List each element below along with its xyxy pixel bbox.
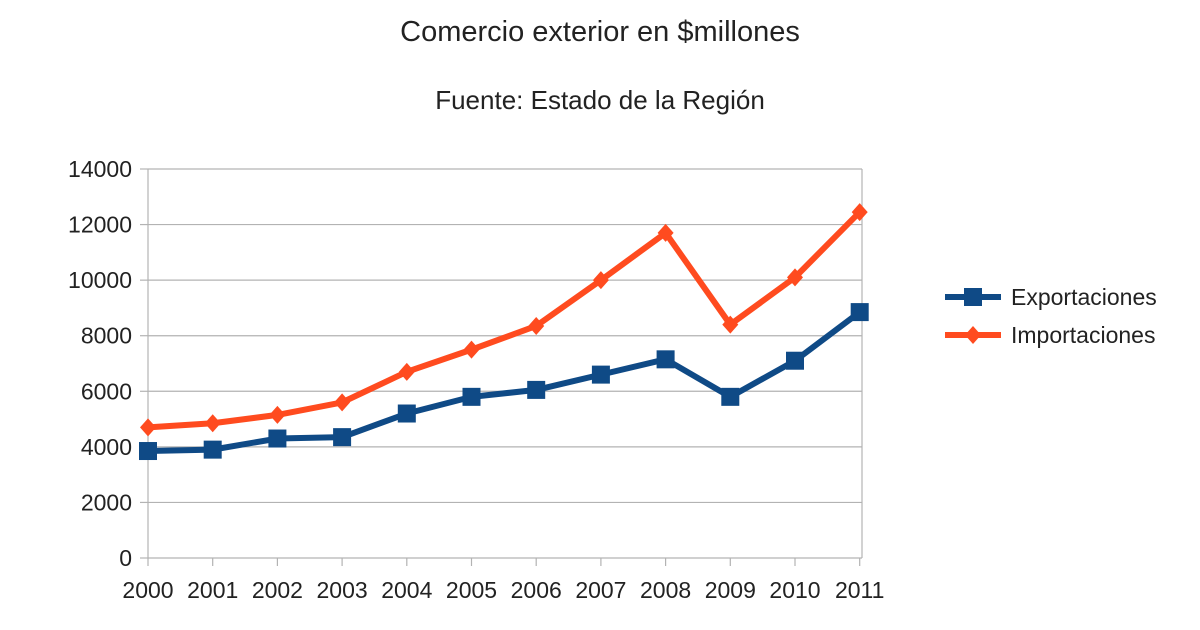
grid bbox=[148, 168, 862, 559]
x-tick-label-2007: 2007 bbox=[575, 577, 626, 603]
data-point-importaciones-2000 bbox=[140, 418, 156, 437]
y-tick-label-0: 0 bbox=[119, 545, 132, 571]
data-point-exportaciones-2011 bbox=[850, 303, 869, 322]
data-point-importaciones-2001 bbox=[204, 414, 221, 433]
axes: 0 2000 4000 6000 8000 10000 12000 14000 2000 2001… bbox=[68, 156, 884, 603]
series-lines bbox=[145, 209, 863, 455]
data-point-exportaciones-2002 bbox=[268, 429, 287, 448]
legend: Exportaciones Importaciones bbox=[945, 284, 1157, 348]
data-point-exportaciones-2008 bbox=[656, 350, 675, 369]
chart-title: Comercio exterior en $millones bbox=[400, 16, 800, 48]
x-tick-label-2008: 2008 bbox=[640, 577, 691, 603]
x-tick-label-2006: 2006 bbox=[511, 577, 562, 603]
legend-label-exportaciones: Exportaciones bbox=[1011, 284, 1157, 310]
y-tick-label-10000: 10000 bbox=[68, 267, 132, 293]
x-tick-label-2005: 2005 bbox=[446, 577, 497, 603]
data-point-exportaciones-2006 bbox=[527, 380, 546, 399]
legend-label-importaciones: Importaciones bbox=[1011, 322, 1155, 348]
x-tick-label-2001: 2001 bbox=[187, 577, 238, 603]
x-tick-label-2010: 2010 bbox=[769, 577, 820, 603]
x-tick-label-2000: 2000 bbox=[122, 577, 173, 603]
data-point-exportaciones-2001 bbox=[203, 440, 222, 459]
y-tick-label-8000: 8000 bbox=[81, 323, 132, 349]
series-markers bbox=[139, 203, 869, 461]
chart-subtitle: Fuente: Estado de la Región bbox=[435, 85, 765, 115]
legend-swatch-marker-importaciones bbox=[965, 326, 981, 344]
legend-swatch-marker-exportaciones bbox=[964, 288, 982, 306]
data-point-importaciones-2007 bbox=[592, 271, 609, 290]
y-tick-label-4000: 4000 bbox=[81, 434, 132, 460]
legend-item-importaciones: Importaciones bbox=[945, 322, 1155, 348]
data-point-importaciones-2006 bbox=[528, 316, 545, 335]
data-point-exportaciones-2010 bbox=[786, 351, 804, 370]
data-point-exportaciones-2004 bbox=[397, 404, 416, 423]
x-tick-label-2004: 2004 bbox=[381, 577, 432, 603]
y-tick-label-12000: 12000 bbox=[68, 212, 132, 238]
y-tick-label-14000: 14000 bbox=[68, 156, 132, 182]
data-point-importaciones-2004 bbox=[398, 362, 415, 381]
series-line-importaciones bbox=[145, 209, 863, 431]
data-point-importaciones-2010 bbox=[787, 268, 803, 287]
x-tick-label-2002: 2002 bbox=[252, 577, 303, 603]
data-point-importaciones-2002 bbox=[269, 405, 286, 424]
data-point-exportaciones-2007 bbox=[591, 365, 610, 384]
data-point-exportaciones-2000 bbox=[139, 442, 157, 461]
legend-item-exportaciones: Exportaciones bbox=[945, 284, 1157, 310]
y-tick-label-2000: 2000 bbox=[81, 489, 132, 515]
data-point-importaciones-2009 bbox=[722, 315, 739, 334]
data-point-importaciones-2011 bbox=[851, 203, 868, 222]
data-point-importaciones-2003 bbox=[334, 393, 351, 412]
data-point-importaciones-2005 bbox=[463, 340, 480, 359]
x-tick-label-2009: 2009 bbox=[705, 577, 756, 603]
data-point-exportaciones-2009 bbox=[721, 387, 740, 406]
x-tick-label-2011: 2011 bbox=[835, 577, 884, 603]
series-line-exportaciones bbox=[145, 309, 863, 455]
data-point-exportaciones-2005 bbox=[462, 387, 481, 406]
x-tick-label-2003: 2003 bbox=[317, 577, 368, 603]
data-point-exportaciones-2003 bbox=[333, 428, 352, 447]
y-tick-label-6000: 6000 bbox=[81, 378, 132, 404]
data-point-importaciones-2008 bbox=[657, 223, 674, 242]
